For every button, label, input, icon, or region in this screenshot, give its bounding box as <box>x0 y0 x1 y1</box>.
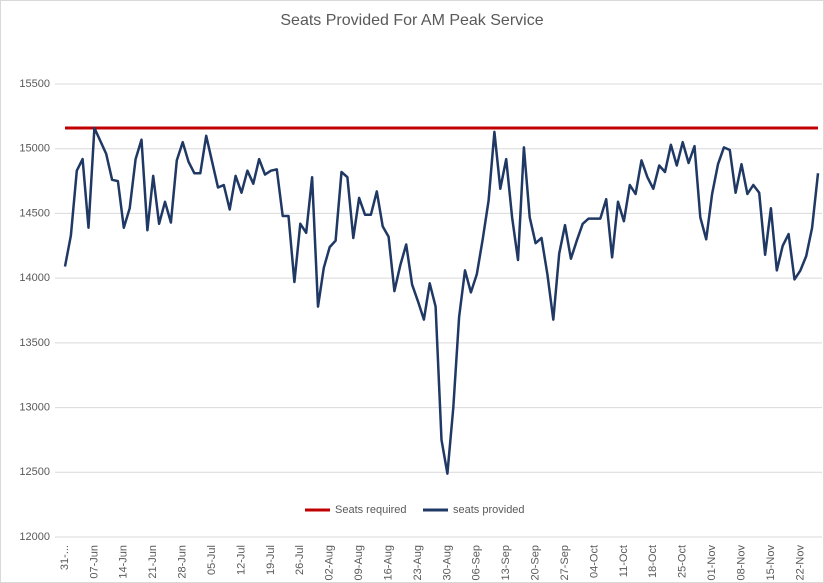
legend-label: Seats required <box>335 504 407 516</box>
y-tick-label: 12000 <box>19 531 50 543</box>
data-line <box>63 126 820 475</box>
x-tick-label: 25-Oct <box>677 545 689 578</box>
y-tick-label: 12500 <box>19 466 50 478</box>
x-tick-label: 08-Nov <box>735 545 747 581</box>
x-tick-label: 21-Jun <box>147 545 159 579</box>
y-tick-label: 13000 <box>19 401 50 413</box>
x-tick-label: 09-Aug <box>353 545 365 580</box>
y-tick-label: 15500 <box>19 78 50 90</box>
x-tick-label: 01-Nov <box>706 545 718 581</box>
x-tick-label: 31-... <box>59 545 71 570</box>
y-tick-label: 14500 <box>19 207 50 219</box>
x-tick-label: 30-Aug <box>441 545 453 580</box>
x-tick-label: 11-Oct <box>618 545 630 577</box>
x-tick-label: 16-Aug <box>382 545 394 580</box>
y-tick-label: 14000 <box>19 272 50 284</box>
x-tick-label: 22-Nov <box>794 545 806 581</box>
x-tick-label: 18-Oct <box>647 545 659 578</box>
x-tick-label: 06-Sep <box>471 545 483 580</box>
x-tick-label: 05-Jul <box>206 545 218 575</box>
x-tick-label: 26-Jul <box>294 545 306 575</box>
y-tick-label: 13500 <box>19 337 50 349</box>
y-tick-label: 15000 <box>19 143 50 155</box>
x-tick-label: 07-Jun <box>88 545 100 579</box>
x-tick-label: 27-Sep <box>559 545 571 580</box>
chart-title: Seats Provided For AM Peak Service <box>280 12 543 29</box>
x-tick-label: 13-Sep <box>500 545 512 580</box>
x-tick-label: 12-Jul <box>235 545 247 575</box>
x-tick-label: 14-Jun <box>118 545 130 579</box>
x-tick-label: 23-Aug <box>412 545 424 580</box>
x-tick-label: 04-Oct <box>588 545 600 578</box>
x-tick-label: 20-Sep <box>530 545 542 580</box>
x-tick-label: 19-Jul <box>265 545 277 575</box>
legend-label: seats provided <box>453 504 525 516</box>
x-tick-label: 02-Aug <box>324 545 336 580</box>
x-tick-label: 15-Nov <box>765 545 777 581</box>
x-tick-label: 28-Jun <box>177 545 189 579</box>
